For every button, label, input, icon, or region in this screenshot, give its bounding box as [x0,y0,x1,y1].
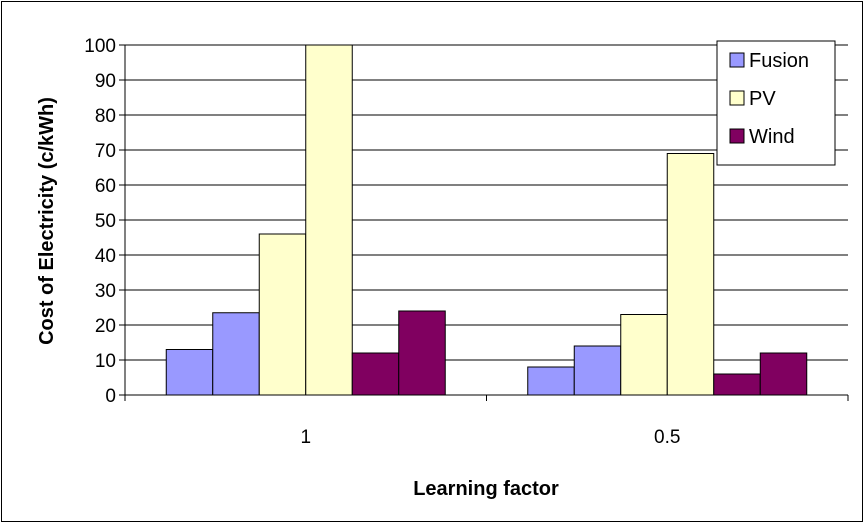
legend: Fusion PV Wind [716,40,836,166]
x-tick-label: 1 [300,427,311,448]
y-tick-label: 40 [95,246,116,267]
bar-wind [759,352,808,396]
x-tick-label: 0.5 [654,427,680,448]
bar-fusion [165,349,214,396]
y-tick-label: 20 [95,316,116,337]
bar-pv [620,314,668,396]
y-tick-label: 90 [95,71,116,92]
y-tick-label: 10 [95,351,116,372]
y-tick-labels: 0 10 20 30 40 50 60 70 80 90 100 [84,36,116,407]
y-tick-label: 100 [84,36,116,57]
y-tick-label: 70 [95,141,116,162]
bar-wind [713,373,761,396]
x-tick-labels: 1 0.5 [300,427,680,448]
bar-pv [666,153,715,396]
y-axis-title: Cost of Electricity (c/kWh) [36,97,58,345]
bar-pv [305,44,353,396]
x-axis-title: Learning factor [413,478,559,500]
bar-wind [398,310,446,396]
bar-wind [351,352,400,396]
bar-fusion [212,312,260,396]
legend-swatch-pv [729,90,745,106]
y-tick-label: 0 [105,386,116,407]
bar-fusion [527,366,575,396]
legend-swatch-wind [729,128,745,144]
legend-label-pv: PV [749,88,776,110]
y-tick-label: 50 [95,211,116,232]
legend-swatch-fusion [729,52,745,68]
legend-label-wind: Wind [749,126,795,148]
bar-fusion [573,345,622,396]
y-tick-label: 80 [95,106,116,127]
bar-pv [258,233,307,396]
axes [119,44,849,401]
y-tick-label: 30 [95,281,116,302]
legend-label-fusion: Fusion [749,50,809,72]
y-tick-label: 60 [95,176,116,197]
